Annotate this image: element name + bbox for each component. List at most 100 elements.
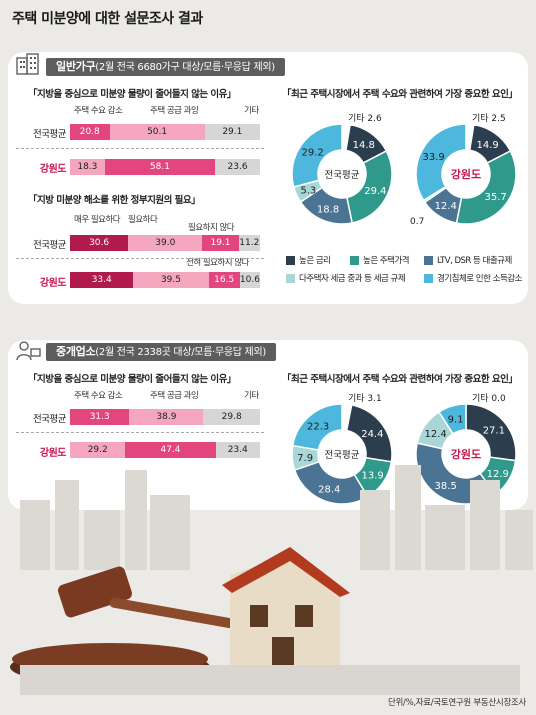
s1q2r0-seg-3: 11.2 <box>238 235 260 251</box>
s2d1-value-2: 28.4 <box>318 485 340 496</box>
s1q2r0-seg-1: 39.0 <box>128 235 203 251</box>
s2q1r1-seg-2: 23.4 <box>215 442 260 458</box>
s1q1r1-seg-1: 58.1 <box>104 159 216 175</box>
s1q2r1-seg-2: 16.5 <box>208 272 240 288</box>
legend-swatch-2 <box>424 255 433 265</box>
s1-q2-cat-3: 전혀 필요하지 않다 <box>186 258 249 268</box>
s2d2-center-label: 강원도 <box>451 447 481 461</box>
s2d2-value-3: 12.4 <box>425 429 447 440</box>
s2d1-other-label: 기타 3.1 <box>348 393 382 404</box>
s1d2-center-label: 강원도 <box>451 167 481 181</box>
s2d2-value-0: 27.1 <box>483 426 505 437</box>
s2-q1-cat-2: 기타 <box>244 391 259 401</box>
s2d2-value-2: 38.5 <box>435 481 457 492</box>
s1-q2-cat-0: 매우 필요하다 <box>74 215 121 225</box>
s2d1-value-3: 7.9 <box>297 453 313 464</box>
s1-donut-gangwon: 14.9 35.7 12.4 33.9 강원도 기타 2.5 0.7 <box>410 113 517 227</box>
s2d2-other-label: 기타 0.0 <box>472 393 506 404</box>
household-label-rest: (2월 전국 6680가구 대상/모름·무응답 제외) <box>95 62 275 73</box>
s1d1-center-label: 전국평균 <box>325 170 360 181</box>
s2d1-value-0: 24.4 <box>361 429 383 440</box>
s1d1-value-4: 29.2 <box>302 147 324 158</box>
s1-q2-cat-1: 필요하다 <box>128 215 158 225</box>
s1q1r0-seg-0: 20.8 <box>70 124 110 140</box>
s1d1-other-label: 기타 2.6 <box>348 113 382 124</box>
legend-item-1: 높은 주택가격 <box>350 254 410 266</box>
s1d1-value-2: 18.8 <box>317 204 339 215</box>
s1d1-value-0: 14.8 <box>353 140 375 151</box>
legend-label-2: LTV, DSR 등 대출규제 <box>437 256 512 266</box>
agency-label-rest: (2월 전국 2338곳 대상/모름·무응답 제외) <box>95 347 266 358</box>
s1-donut-national: 14.8 29.4 18.85.3 29.2 전국평균 기타 2.6 <box>291 113 393 225</box>
s1-q1-cat-0: 주택 수요 감소 <box>74 106 123 116</box>
s2q1r0-seg-1: 38.9 <box>129 409 204 425</box>
s2q1r0-seg-2: 29.8 <box>203 409 260 425</box>
s1-q2-divider <box>16 258 264 259</box>
s1q1r1-seg-2: 23.6 <box>215 159 260 175</box>
s2-q1-cat-1: 주택 공급 과잉 <box>150 391 199 401</box>
s2d1-center-label: 전국평균 <box>325 450 360 461</box>
s2-q3-title: 「최근 주택시장에서 주택 수요와 관련하여 가장 중요한 요인」 <box>282 374 518 385</box>
agency-label-bold: 중개업소 <box>56 345 96 358</box>
legend-swatch-1 <box>350 255 359 265</box>
s1q1r0-seg-1: 50.1 <box>109 124 205 140</box>
s2d1-value-4: 22.3 <box>307 422 329 433</box>
s2q1r0-seg-0: 31.3 <box>70 409 130 425</box>
s1q2r1-seg-0: 33.4 <box>70 272 134 288</box>
s1d2-value-2: 12.4 <box>435 201 457 212</box>
s1d1-slice-4 <box>291 123 343 188</box>
s2d2-value-1: 12.9 <box>487 469 509 480</box>
s1d2-value-3: 0.7 <box>410 217 424 227</box>
s2-q1-bar-0: 31.3 38.9 29.8 <box>70 409 260 425</box>
s1d2-value-0: 14.9 <box>477 140 499 151</box>
s1-q2-row-label-1: 강원도 <box>39 278 67 289</box>
s1q2r0-seg-0: 30.6 <box>70 235 129 251</box>
s1d1-value-1: 29.4 <box>364 186 386 197</box>
s1-q2-title: 「지방 미분양 해소를 위한 정부지원의 필요」 <box>28 195 201 206</box>
agency-section-label: 중개업소(2월 전국 2338곳 대상/모름·무응답 제외) <box>46 343 276 361</box>
s1q2r0-seg-2: 19.1 <box>202 235 239 251</box>
legend-swatch-0 <box>286 255 295 265</box>
s1q1r1-seg-0: 18.3 <box>70 159 105 175</box>
realtor-icon <box>16 341 41 361</box>
s1d2-slice-4 <box>415 123 467 202</box>
s2-q1-divider <box>16 432 264 433</box>
apartment-icon <box>16 53 39 75</box>
s1-q1-cat-1: 주택 공급 과잉 <box>150 106 199 116</box>
s1-q1-bar-1: 18.3 58.1 23.6 <box>70 159 260 175</box>
s1d2-slice-1 <box>455 149 517 225</box>
legend-label-4: 경기침체로 인한 소득감소 <box>437 274 522 284</box>
s2-donut-national: 24.4 13.9 28.4 7.9 22.3 전국평균 기타 3.1 <box>291 393 393 505</box>
household-section-label: 일반가구(2월 전국 6680가구 대상/모름·무응답 제외) <box>46 58 285 76</box>
s2-q1-cat-0: 주택 수요 감소 <box>74 391 123 401</box>
s1-q2-bar-0: 30.6 39.0 19.1 11.2 <box>70 235 260 251</box>
s2d1-slice-2 <box>293 460 369 505</box>
s2d2-value-4: 9.1 <box>448 415 464 426</box>
legend-swatch-3 <box>286 273 295 283</box>
source-note: 단위/%,자료/국토연구원 부동산시장조사 <box>387 698 526 708</box>
s1-q1-cat-2: 기타 <box>244 106 259 116</box>
s1-q1-row-label-0: 전국평균 <box>33 129 66 140</box>
s1d2-value-1: 35.7 <box>485 192 507 203</box>
skyline-illustration <box>20 465 533 570</box>
legend-label-0: 높은 금리 <box>299 256 331 266</box>
household-label-bold: 일반가구 <box>56 60 96 73</box>
s1d2-value-4: 33.9 <box>423 152 445 163</box>
s1-q1-divider <box>16 148 264 149</box>
legend-item-4: 경기침체로 인한 소득감소 <box>424 272 522 284</box>
s2-q1-title: 「지방을 중심으로 미분양 물량이 줄어들지 않는 이유」 <box>28 374 236 385</box>
s1d2-other-label: 기타 2.5 <box>472 113 506 124</box>
s1q2r1-seg-1: 39.5 <box>133 272 209 288</box>
s2d1-value-1: 13.9 <box>362 471 384 482</box>
legend-item-0: 높은 금리 <box>286 254 331 266</box>
s2q1r1-seg-1: 47.4 <box>125 442 216 458</box>
s1d1-value-3: 5.3 <box>300 185 316 196</box>
s2-q1-bar-1: 29.2 47.4 23.4 <box>70 442 260 458</box>
s1-q3-title: 「최근 주택시장에서 주택 수요와 관련하여 가장 중요한 요인」 <box>282 89 518 100</box>
page-title: 주택 미분양에 대한 설문조사 결과 <box>12 11 203 27</box>
s1-q2-cat-2: 필요하지 않다 <box>188 223 235 233</box>
s1-q1-row-label-1: 강원도 <box>39 164 67 175</box>
s1-q2-bar-1: 33.4 39.5 16.5 10.6 <box>70 272 260 288</box>
s1q2r1-seg-3: 10.6 <box>239 272 260 288</box>
s2-q1-row-label-0: 전국평균 <box>33 414 66 425</box>
